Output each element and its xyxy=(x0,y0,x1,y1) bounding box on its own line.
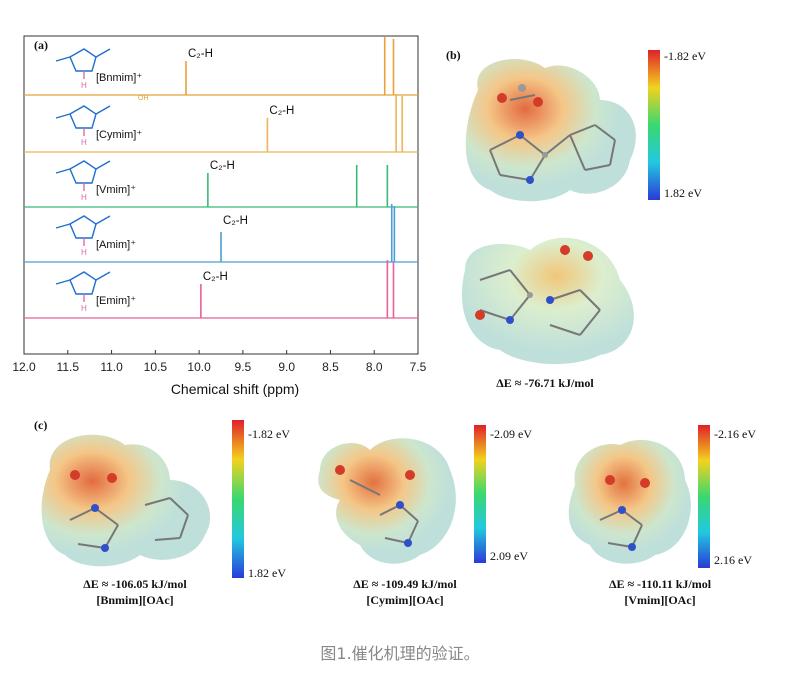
esp-surface xyxy=(465,59,636,202)
panel-c-label: (c) xyxy=(34,418,48,432)
imidazolium-structure: H [Vmim]⁺ xyxy=(55,160,136,202)
c2h-label: C₂-H xyxy=(203,271,228,283)
colorbar-c3-bottom: 2.16 eV xyxy=(714,553,752,567)
name-c3: [Vmim][OAc] xyxy=(624,593,696,607)
energy-c3: ΔE ≈ -110.11 kJ/mol xyxy=(608,577,712,591)
imidazolium-structure: H OH [Cymim]⁺ xyxy=(55,95,149,147)
x-tick-label: 8.5 xyxy=(322,360,339,374)
imidazolium-structure: H [Amim]⁺ xyxy=(55,215,136,257)
colorbar-c2 xyxy=(474,425,486,563)
energy-c1: ΔE ≈ -106.05 kJ/mol xyxy=(83,577,187,591)
x-tick-label: 11.0 xyxy=(100,360,123,374)
x-tick-label: 7.5 xyxy=(410,360,427,374)
x-tick-label: 11.5 xyxy=(57,360,80,374)
x-tick-label: 8.0 xyxy=(366,360,383,374)
colorbar-c3-top: -2.16 eV xyxy=(714,427,756,441)
esp-map-vmim-oac xyxy=(568,439,691,564)
energy-c2: ΔE ≈ -109.49 kJ/mol xyxy=(353,577,457,591)
cation-label: [Bnmim]⁺ xyxy=(96,72,142,84)
c2-hydrogen-label: H xyxy=(81,248,87,257)
nmr-frame xyxy=(23,35,419,355)
colorbar-c2-top: -2.09 eV xyxy=(490,427,532,441)
c2h-label: C₂-H xyxy=(269,105,294,117)
carboxyl-oh-label: OH xyxy=(138,95,149,102)
esp-map-bnmim-dimer xyxy=(461,237,634,365)
esp-map-bnmim-cation xyxy=(465,59,636,202)
esp-map-cymim-oac xyxy=(318,438,456,564)
panel-a-label: (a) xyxy=(34,38,48,52)
c2h-label: C₂-H xyxy=(210,160,235,172)
nmr-chart: C₂-H C₂-H C₂-H C₂-H C₂-H 12.0 11.5 11.0 10.5 10.… xyxy=(12,35,427,374)
c2-hydrogen-label: H xyxy=(81,193,87,202)
figure-caption: 图1.催化机理的验证。 xyxy=(320,644,480,663)
x-axis-label: Chemical shift (ppm) xyxy=(170,381,300,397)
cation-label: [Amim]⁺ xyxy=(96,239,136,251)
imidazolium-structure: H [Emim]⁺ xyxy=(55,271,136,313)
esp-map-bnmim-oac xyxy=(41,434,211,567)
cation-label: [Cymim]⁺ xyxy=(96,129,142,141)
c2-hydrogen-label: H xyxy=(81,138,87,147)
c2-hydrogen-label: H xyxy=(81,304,87,313)
x-tick-label: 10.5 xyxy=(144,360,168,374)
colorbar-c1 xyxy=(232,420,244,578)
colorbar-c3 xyxy=(698,425,710,568)
energy-b: ΔE ≈ -76.71 kJ/mol xyxy=(496,376,594,390)
colorbar-c1-bottom: 1.82 eV xyxy=(248,566,286,580)
colorbar-c1-top: -1.82 eV xyxy=(248,427,290,441)
panel-b-label: (b) xyxy=(446,48,461,62)
x-tick-label: 12.0 xyxy=(12,360,36,374)
colorbar-b-top: -1.82 eV xyxy=(664,49,706,63)
cation-label: [Vmim]⁺ xyxy=(96,184,136,196)
x-tick-label: 10.0 xyxy=(187,360,211,374)
x-tick-label: 9.5 xyxy=(235,360,252,374)
colorbar-b-bottom: 1.82 eV xyxy=(664,186,702,200)
colorbar-b xyxy=(648,50,660,200)
name-c1: [Bnmim][OAc] xyxy=(96,593,174,607)
imidazolium-structure: H [Bnmim]⁺ xyxy=(55,48,142,90)
c2-hydrogen-label: H xyxy=(81,81,87,90)
cation-label: [Emim]⁺ xyxy=(96,295,136,307)
name-c2: [Cymim][OAc] xyxy=(366,593,444,607)
c2h-label: C₂-H xyxy=(223,215,248,227)
x-tick-label: 9.0 xyxy=(278,360,295,374)
colorbar-c2-bottom: 2.09 eV xyxy=(490,549,528,563)
c2h-label: C₂-H xyxy=(188,48,213,60)
